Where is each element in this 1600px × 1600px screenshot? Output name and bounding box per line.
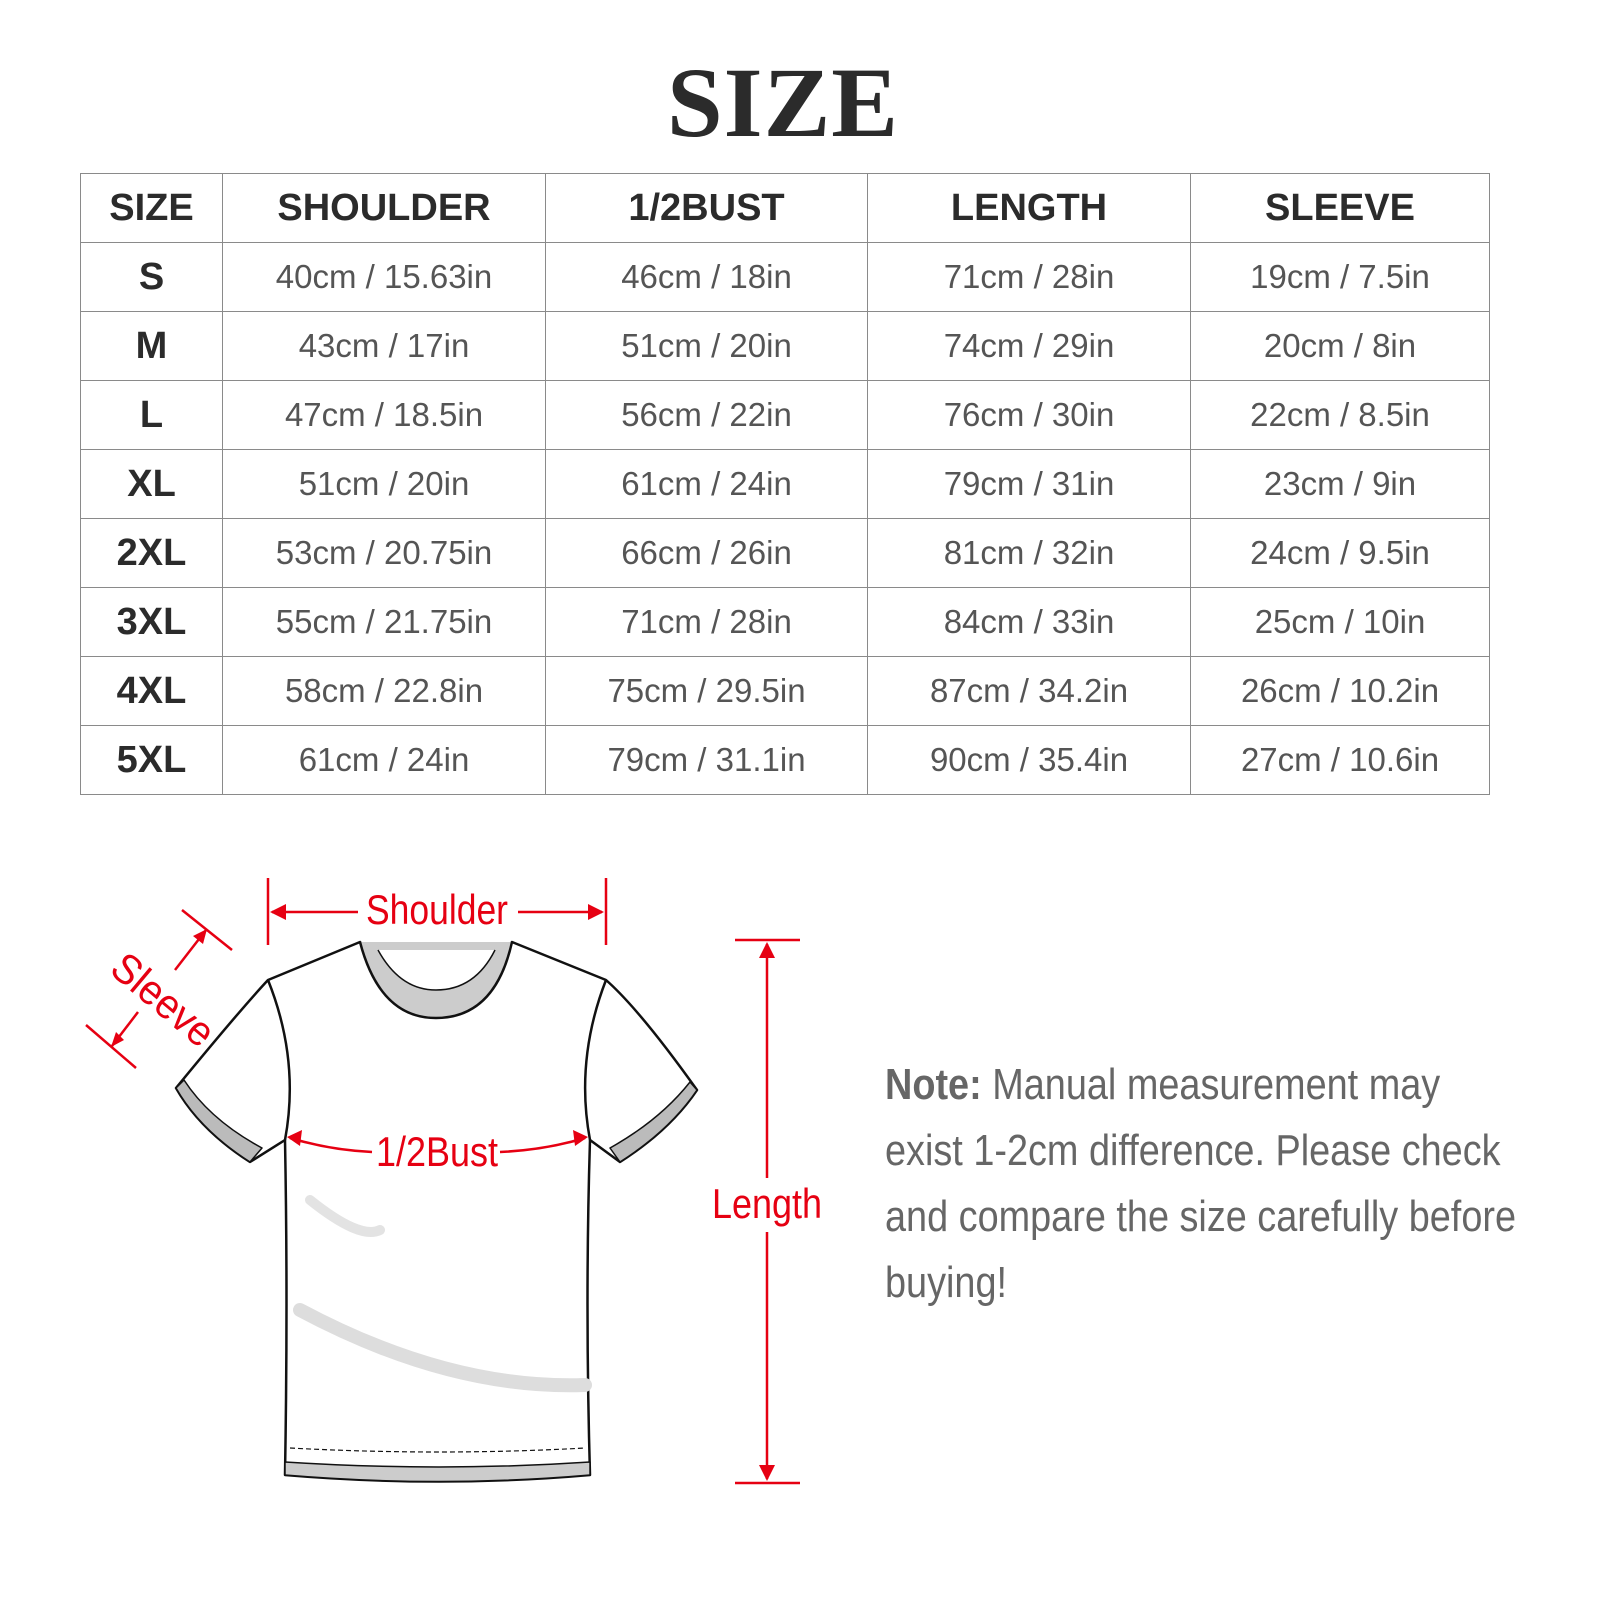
size-cell: 5XL — [80, 725, 223, 795]
size-cell: 3XL — [80, 587, 223, 657]
shoulder-label: Shoulder — [366, 886, 508, 933]
measurement-cell: 79cm / 31in — [867, 449, 1191, 519]
measurement-cell: 20cm / 8in — [1190, 311, 1490, 381]
measurement-cell: 81cm / 32in — [867, 518, 1191, 588]
measurement-cell: 61cm / 24in — [545, 449, 868, 519]
header-length: LENGTH — [867, 173, 1191, 243]
table-row: 5XL 61cm / 24in 79cm / 31.1in 90cm / 35.4in… — [80, 725, 1490, 795]
measurement-cell: 27cm / 10.6in — [1190, 725, 1490, 795]
size-cell: XL — [80, 449, 223, 519]
table-row: 2XL 53cm / 20.75in 66cm / 26in 81cm / 32in 2… — [80, 518, 1490, 588]
size-cell: M — [80, 311, 223, 381]
measurement-cell: 79cm / 31.1in — [545, 725, 868, 795]
measurement-cell: 55cm / 21.75in — [222, 587, 546, 657]
measurement-cell: 24cm / 9.5in — [1190, 518, 1490, 588]
measurement-cell: 46cm / 18in — [545, 242, 868, 312]
measurement-cell: 74cm / 29in — [867, 311, 1191, 381]
measurement-cell: 61cm / 24in — [222, 725, 546, 795]
measurement-cell: 53cm / 20.75in — [222, 518, 546, 588]
measurement-cell: 90cm / 35.4in — [867, 725, 1191, 795]
measurement-cell: 75cm / 29.5in — [545, 656, 868, 726]
table-row: M 43cm / 17in 51cm / 20in 74cm / 29in 20cm /… — [80, 311, 1490, 381]
measurement-cell: 51cm / 20in — [545, 311, 868, 381]
tshirt-icon — [174, 940, 699, 1483]
table-row: 4XL 58cm / 22.8in 75cm / 29.5in 87cm / 34.2… — [80, 656, 1490, 726]
table-row: S 40cm / 15.63in 46cm / 18in 71cm / 28in 19c… — [80, 242, 1490, 312]
size-table: SIZE SHOULDER 1/2BUST LENGTH SLEEVE S 40c… — [80, 173, 1490, 795]
size-cell: 4XL — [80, 656, 223, 726]
header-sleeve: SLEEVE — [1190, 173, 1490, 243]
header-size: SIZE — [80, 173, 223, 243]
header-shoulder: SHOULDER — [222, 173, 546, 243]
length-label: Length — [712, 1180, 822, 1227]
note-body: Manual measurement may exist 1-2cm diffe… — [885, 1060, 1517, 1307]
measurement-cell: 40cm / 15.63in — [222, 242, 546, 312]
measurement-cell: 71cm / 28in — [867, 242, 1191, 312]
measurement-cell: 43cm / 17in — [222, 311, 546, 381]
measurement-cell: 84cm / 33in — [867, 587, 1191, 657]
bust-label: 1/2Bust — [376, 1128, 498, 1175]
measurement-cell: 56cm / 22in — [545, 380, 868, 450]
size-cell: 2XL — [80, 518, 223, 588]
measurement-cell: 66cm / 26in — [545, 518, 868, 588]
measurement-cell: 26cm / 10.2in — [1190, 656, 1490, 726]
note-text: Note: Manual measurement may exist 1-2cm… — [885, 1052, 1521, 1316]
measurement-cell: 22cm / 8.5in — [1190, 380, 1490, 450]
table-row: 3XL 55cm / 21.75in 71cm / 28in 84cm / 33in 2… — [80, 587, 1490, 657]
table-row: XL 51cm / 20in 61cm / 24in 79cm / 31in 23cm … — [80, 449, 1490, 519]
measurement-cell: 76cm / 30in — [867, 380, 1191, 450]
tshirt-diagram: Shoulder 1/2Bust Length Sleeve — [85, 878, 822, 1485]
table-row: L 47cm / 18.5in 56cm / 22in 76cm / 30in 22cm… — [80, 380, 1490, 450]
measurement-cell: 51cm / 20in — [222, 449, 546, 519]
measurement-cell: 58cm / 22.8in — [222, 656, 546, 726]
size-cell: L — [80, 380, 223, 450]
measurement-cell: 87cm / 34.2in — [867, 656, 1191, 726]
measurement-cell: 25cm / 10in — [1190, 587, 1490, 657]
measurement-cell: 47cm / 18.5in — [222, 380, 546, 450]
measurement-cell: 23cm / 9in — [1190, 449, 1490, 519]
page-title: SIZE — [667, 47, 899, 158]
measurement-cell: 19cm / 7.5in — [1190, 242, 1490, 312]
measurement-arrows — [85, 878, 800, 1485]
size-cell: S — [80, 242, 223, 312]
table-header-row: SIZE SHOULDER 1/2BUST LENGTH SLEEVE — [80, 173, 1490, 243]
header-bust: 1/2BUST — [545, 173, 868, 243]
measurement-cell: 71cm / 28in — [545, 587, 868, 657]
note-label: Note: — [885, 1060, 982, 1109]
